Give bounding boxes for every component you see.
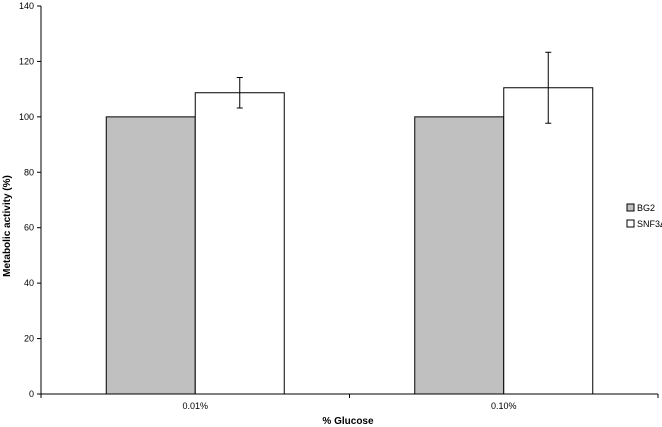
y-tick-label: 80 (24, 167, 34, 177)
x-axis-title: % Glucose (322, 416, 374, 427)
bar (503, 87, 594, 395)
y-tick-label: 0 (29, 389, 34, 399)
y-tick-label: 120 (19, 56, 34, 66)
x-tick-label: 0.10% (491, 401, 517, 411)
legend-swatch (626, 203, 635, 212)
legend-swatch (626, 219, 635, 228)
y-tick-label: 20 (24, 334, 34, 344)
legend: BG2 SNF3Δ (626, 203, 662, 229)
bar (105, 116, 196, 395)
y-tick-label: 40 (24, 278, 34, 288)
x-tick-label: 0.01% (182, 401, 208, 411)
y-tick-label: 100 (19, 112, 34, 122)
y-axis-title: Metabolic activity (%) (2, 175, 13, 277)
bar (194, 92, 285, 395)
bar (414, 116, 505, 395)
legend-label: SNF3Δ (637, 219, 662, 229)
plot-area: 0 20 40 60 80 100 120 140 0.01% 0.10% (19, 1, 659, 411)
legend-label: BG2 (637, 203, 655, 213)
y-tick-label: 140 (19, 1, 34, 11)
y-tick-label: 60 (24, 223, 34, 233)
